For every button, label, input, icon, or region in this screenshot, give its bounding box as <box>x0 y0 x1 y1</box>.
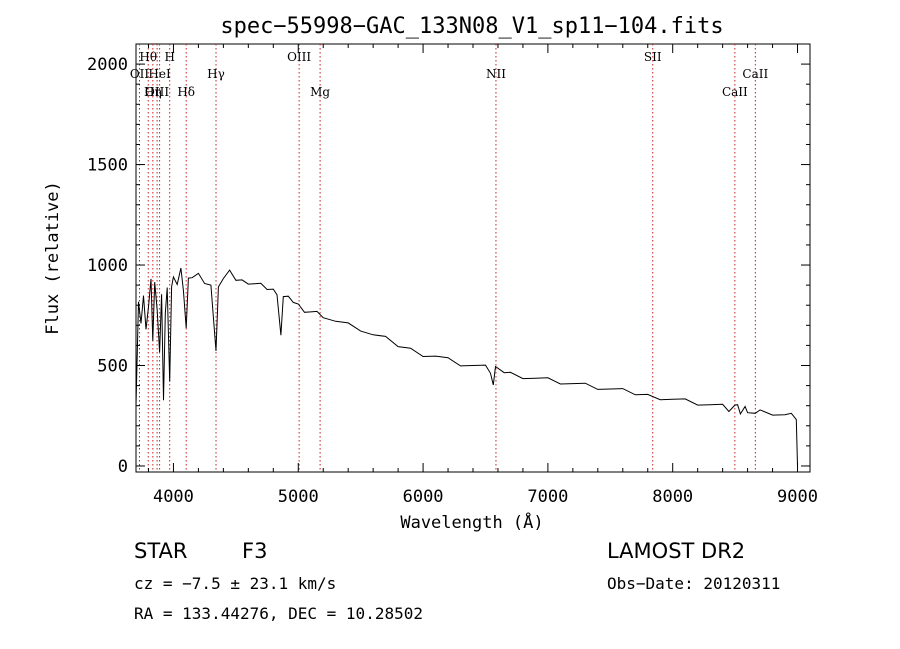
x-tick-label: 8000 <box>652 487 693 507</box>
y-axis-label: Flux (relative) <box>43 181 63 335</box>
y-axis-ticks: 0 500 1000 1500 2000 <box>87 55 810 477</box>
x-tick-label: 7000 <box>527 487 568 507</box>
chart-title: spec−55998−GAC_133N08_V1_sp11−104.fits <box>220 14 723 39</box>
x-tick-label: 5000 <box>278 487 319 507</box>
line-marker-label: Mg <box>310 85 330 99</box>
redshift-readout: cz = −7.5 ± 23.1 km/s <box>134 574 336 593</box>
line-markers <box>138 44 756 472</box>
observation-date: Obs−Date: 20120311 <box>607 574 780 593</box>
object-subclass: F3 <box>242 539 267 563</box>
y-tick-label: 0 <box>118 457 128 477</box>
line-marker-label: CaII <box>742 67 768 81</box>
line-marker-label: HeI <box>148 67 171 81</box>
line-marker-label: OIII <box>145 85 169 99</box>
x-tick-label: 9000 <box>777 487 818 507</box>
x-axis-ticks: 4000 5000 6000 7000 8000 9000 <box>147 44 818 507</box>
x-tick-label: 4000 <box>153 487 194 507</box>
x-tick-label: 6000 <box>403 487 444 507</box>
line-marker-label: Hγ <box>207 67 225 81</box>
y-tick-label: 2000 <box>87 55 128 75</box>
line-marker-label: SII <box>644 50 662 64</box>
line-marker-label: H <box>164 50 174 64</box>
x-axis-label: Wavelength (Å) <box>400 511 543 533</box>
survey-name: LAMOST DR2 <box>607 539 745 563</box>
coordinates-readout: RA = 133.44276, DEC = 10.28502 <box>134 604 423 623</box>
line-marker-label: OII <box>130 67 150 81</box>
y-tick-label: 1000 <box>87 256 128 276</box>
line-marker-label: Hθ <box>139 50 157 64</box>
plot-frame <box>135 43 811 473</box>
line-marker-label: CaII <box>722 85 748 99</box>
y-tick-label: 1500 <box>87 156 128 176</box>
line-marker-label: OIII <box>287 50 311 64</box>
line-marker-label: NII <box>486 67 506 81</box>
line-marker-label: Hδ <box>177 85 195 99</box>
object-class: STAR <box>134 539 187 563</box>
y-tick-label: 500 <box>97 357 128 377</box>
spectrum-series-line <box>135 267 798 467</box>
line-marker-label: Hη <box>144 85 162 99</box>
